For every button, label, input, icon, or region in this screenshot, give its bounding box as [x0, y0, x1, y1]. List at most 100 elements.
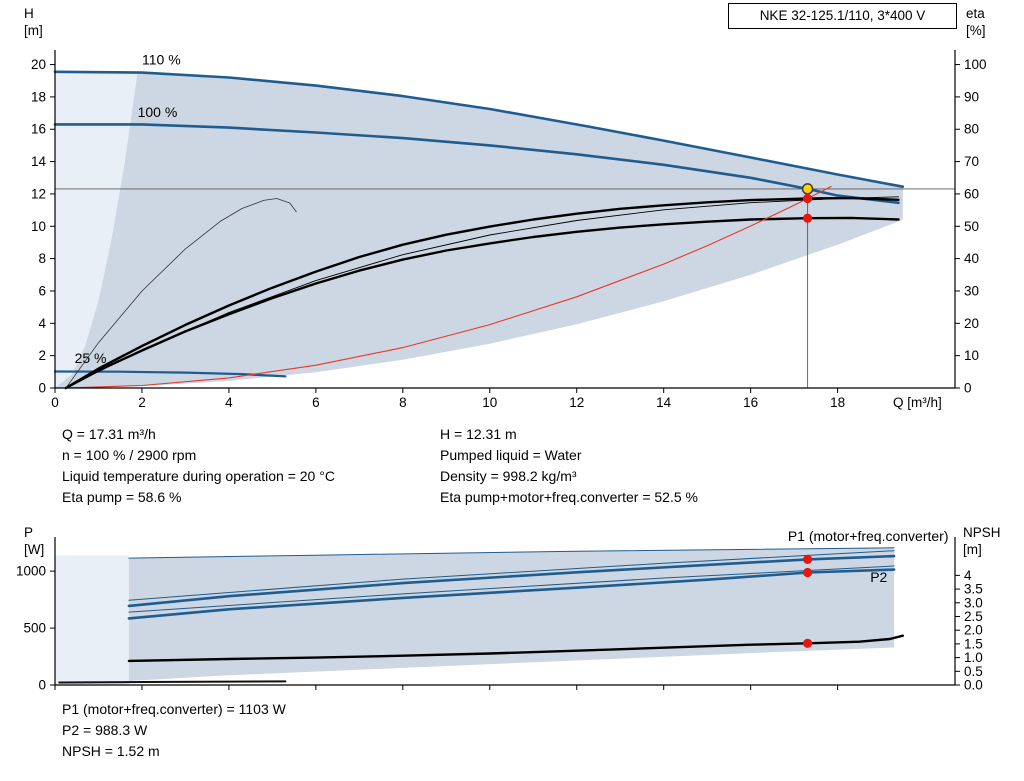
y-right-tick-label: 40 [964, 251, 979, 266]
y-right-tick-label: 2.5 [964, 609, 983, 624]
y-left-tick-label: 8 [38, 251, 46, 266]
x-tick-label: 6 [312, 395, 320, 410]
y-left-tick-label: 6 [38, 283, 46, 298]
npsh-curve [127, 634, 904, 663]
x-tick-label: 14 [656, 395, 672, 410]
eta-axis-unit: [%] [966, 23, 986, 38]
y-left-tick-label: 16 [31, 122, 46, 137]
x-tick-label: 4 [225, 395, 233, 410]
result-npsh: NPSH = 1.52 m [62, 743, 160, 759]
duty-eta-pump: Eta pump = 58.6 % [62, 489, 182, 505]
duty-h: H = 12.31 m [440, 426, 517, 442]
y-right-tick-label: 10 [964, 348, 979, 363]
y-right-tick-label: 1.0 [964, 650, 983, 665]
p1-curve-label: P1 (motor+freq.converter) [788, 528, 949, 544]
p-axis-title: P [W] [24, 524, 44, 558]
h-axis-label: H [24, 6, 34, 21]
pump-name: NKE 32-125.1/110, 3*400 V [759, 8, 926, 23]
x-tick-label: 0 [51, 395, 59, 410]
y-right-tick-label: 100 [964, 57, 987, 72]
h-axis-unit: [m] [24, 23, 43, 38]
power-envelope-light-region [55, 555, 129, 685]
y-left-tick-label: 500 [23, 621, 46, 636]
x-tick-label: 18 [830, 395, 845, 410]
system-eta-curve-red [67, 185, 832, 389]
curve-25pct-label: 25 % [75, 350, 107, 366]
result-p1: P1 (motor+freq.converter) = 1103 W [62, 701, 286, 717]
y-left-tick-label: 4 [38, 316, 46, 331]
eta-reduced-speed-curve [65, 198, 297, 389]
y-right-tick-label: 0.0 [964, 678, 983, 693]
duty-speed: n = 100 % / 2900 rpm [62, 447, 197, 463]
duty-eta-total: Eta pump+motor+freq.converter = 52.5 % [440, 489, 698, 505]
npsh-point [803, 638, 813, 648]
qh-chart: 0 2 4 6 8 10 12 14 16 18 0 2 4 6 8 10 12 14 16 18 20 0 10 20 30 4… [31, 50, 987, 410]
x-tick-label: 12 [569, 395, 584, 410]
p2-curve-label: P2 [870, 569, 887, 585]
p1-curve-thin [128, 550, 895, 601]
y-left-tick-label: 0 [38, 381, 46, 396]
y-left-tick-label: 14 [31, 154, 47, 169]
eta-pump-curve [64, 196, 900, 390]
y-left-tick-label: 18 [31, 89, 46, 104]
h-axis-title: H [m] [24, 5, 43, 39]
y-right-tick-label: 0 [964, 381, 972, 396]
result-p2: P2 = 988.3 W [62, 722, 148, 738]
y-right-tick-label: 90 [964, 89, 979, 104]
duty-point [801, 183, 814, 195]
y-left-tick-label: 1000 [16, 564, 46, 579]
y-right-tick-label: 3.0 [964, 595, 983, 610]
p2-point [803, 567, 813, 578]
y-right-tick-label: 3.5 [964, 582, 983, 597]
eta-axis-label: eta [966, 6, 985, 21]
p2-curve-thin [128, 565, 895, 613]
y-right-tick-label: 80 [964, 122, 979, 137]
y-left-tick-label: 10 [31, 219, 46, 234]
eta-total-point [803, 213, 813, 223]
npsh-axis-label: NPSH [963, 525, 1001, 540]
p1-envelope-top-curve [128, 547, 895, 559]
eta-pump-point [803, 193, 813, 204]
eta-axis-title: eta [%] [966, 5, 986, 39]
curve-110pct [53, 70, 905, 188]
p-axis-label: P [24, 525, 34, 540]
npsh-axis-title: NPSH [m] [963, 524, 1001, 558]
x-tick-label: 2 [138, 395, 146, 410]
y-left-tick-label: 12 [31, 186, 46, 201]
y-right-tick-label: 30 [964, 283, 979, 298]
y-left-tick-label: 20 [31, 57, 46, 72]
y-right-tick-label: 50 [964, 219, 979, 234]
q-axis-title: Q [m³/h] [893, 395, 942, 410]
p-axis-unit: [W] [24, 542, 45, 557]
duty-info-right: H = 12.31 m Pumped liquid = Water Densit… [440, 424, 698, 508]
p1-point [803, 554, 813, 564]
curve-100pct-label: 100 % [138, 104, 178, 120]
envelope-light-region [55, 71, 138, 389]
p-reduced-speed-line [58, 680, 287, 684]
duty-q: Q = 17.31 m³/h [62, 426, 156, 442]
y-right-tick-label: 4 [964, 568, 972, 583]
duty-temperature: Liquid temperature during operation = 20… [62, 468, 335, 484]
y-right-tick-label: 2.0 [964, 623, 983, 638]
operating-envelope-region [55, 71, 903, 389]
duty-liquid: Pumped liquid = Water [440, 447, 582, 463]
x-tick-label: 10 [482, 395, 497, 410]
result-info: P1 (motor+freq.converter) = 1103 W P2 = … [62, 699, 286, 762]
duty-density: Density = 998.2 kg/m³ [440, 468, 577, 484]
y-left-tick-label: 2 [38, 348, 46, 363]
x-tick-label: 8 [399, 395, 407, 410]
y-right-tick-label: 60 [964, 186, 979, 201]
y-right-tick-label: 20 [964, 316, 979, 331]
y-right-tick-label: 1.5 [964, 636, 983, 651]
y-left-tick-label: 0 [38, 678, 46, 693]
y-right-tick-label: 70 [964, 154, 979, 169]
y-right-tick-label: 0.5 [964, 664, 983, 679]
x-tick-label: 16 [743, 395, 758, 410]
npsh-axis-unit: [m] [963, 542, 982, 557]
power-npsh-chart: 0 500 1000 43.53.02.52.01.51.00.50.0 P1 (mot… [16, 528, 983, 693]
curve-110pct-label: 110 % [142, 52, 181, 68]
eta-total-curve [64, 216, 900, 390]
pump-title-box: NKE 32-125.1/110, 3*400 V [728, 3, 957, 29]
power-envelope-region [128, 547, 895, 681]
